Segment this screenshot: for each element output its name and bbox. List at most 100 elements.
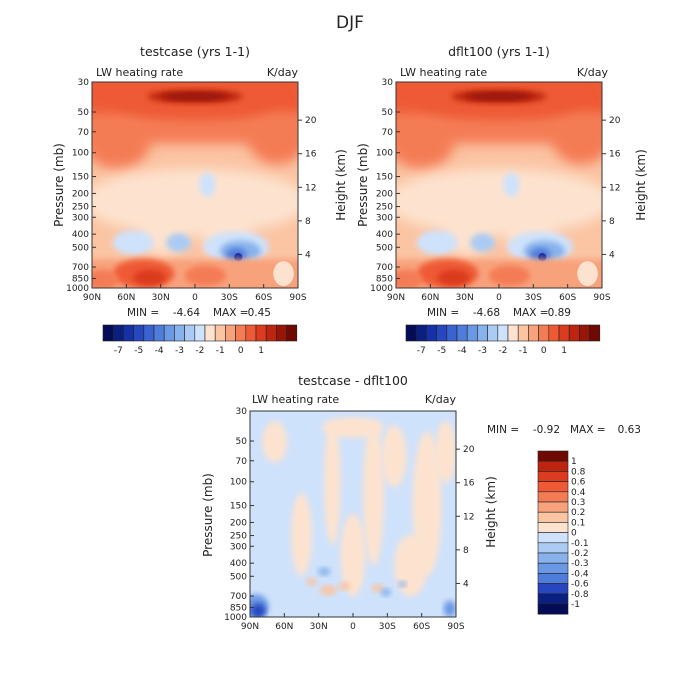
- contour-region: [92, 168, 298, 235]
- colorbar-label: -7: [417, 346, 426, 356]
- x-tick-label: 60S: [559, 293, 576, 303]
- colorbar-label: -3: [175, 346, 184, 356]
- colorbar-box: [537, 562, 569, 574]
- colorbar-label: 0.6: [571, 478, 586, 488]
- axes: 90N 60N 30N 0 30S 60S 90S 30 50 70 100 150 200 250300…: [224, 407, 475, 632]
- x-tick-label: 90S: [447, 622, 464, 632]
- contour-region: [412, 431, 442, 576]
- colorbar-box: [255, 324, 267, 342]
- contour-region: [396, 119, 454, 169]
- contour-field: [396, 82, 602, 288]
- contour-region: [435, 421, 456, 484]
- colorbar-label: 0.1: [571, 518, 585, 528]
- colorbar-box: [537, 573, 569, 584]
- y-tick-label: 300: [376, 213, 393, 223]
- colorbar-box: [405, 324, 417, 342]
- colorbar-box: [276, 324, 287, 342]
- x-tick-label: 30S: [221, 293, 238, 303]
- y-tick-label: 30: [236, 407, 248, 417]
- colorbar: -7 -5 -4 -3 -2 -1 0 1: [405, 324, 601, 356]
- x-tick-label: 30S: [379, 622, 396, 632]
- colorbar-label: 0: [541, 346, 547, 356]
- contour-region: [133, 269, 167, 286]
- panel-title: testcase (yrs 1-1): [140, 44, 250, 59]
- y-right-tick-label: 12: [305, 183, 316, 193]
- y-tick-label: 150: [376, 173, 393, 183]
- contour-region: [166, 233, 191, 252]
- contour-region: [340, 514, 366, 597]
- y-right-tick-label: 8: [305, 217, 311, 227]
- max-value: 0.89: [548, 307, 571, 319]
- colorbar-box: [537, 583, 569, 595]
- contour-region: [317, 567, 331, 576]
- min-label: MIN =: [487, 424, 519, 436]
- colorbar-box: [537, 603, 569, 615]
- colorbar-box: [133, 324, 145, 342]
- colorbar-label: 0: [571, 529, 577, 539]
- colorbar-box: [163, 324, 175, 342]
- y-tick-label: 200: [230, 518, 247, 528]
- y-tick-label: 50: [382, 108, 394, 118]
- y-tick-label: 1000: [66, 284, 89, 294]
- y-tick-label: 700: [230, 592, 247, 602]
- colorbar-label: -3: [478, 346, 487, 356]
- x-tick-label: 90N: [83, 293, 101, 303]
- min-label: MIN =: [127, 307, 159, 319]
- y-right-tick-label: 16: [463, 479, 475, 489]
- y-tick-label: 500: [230, 572, 247, 582]
- colorbar-box: [537, 542, 569, 554]
- max-value: 0.63: [618, 424, 641, 436]
- colorbar-box: [143, 324, 155, 342]
- y-tick-label: 300: [230, 542, 247, 552]
- x-tick-label: 90S: [289, 293, 306, 303]
- x-tick-label: 60N: [275, 622, 293, 632]
- colorbar-box: [415, 324, 427, 342]
- panel-title: testcase - dflt100: [298, 373, 408, 388]
- y-right-tick-label: 12: [609, 183, 620, 193]
- y-tick-label: 200: [72, 189, 89, 199]
- colorbar-label: -1: [519, 346, 528, 356]
- colorbar-box: [537, 522, 569, 533]
- colorbar: -7 -5 -4 -3 -2 -1 0 1: [102, 324, 298, 356]
- colorbar-box: [286, 324, 298, 342]
- left-label: LW heating rate: [96, 66, 183, 79]
- colorbar-box: [579, 324, 590, 342]
- colorbar-label: 0.4: [571, 488, 586, 498]
- y-tick-label: 200: [376, 189, 393, 199]
- colorbar-box: [537, 532, 569, 544]
- colorbar-label: 0.3: [571, 498, 585, 508]
- colorbar-box: [446, 324, 458, 342]
- contour-region: [320, 585, 337, 596]
- y-tick-label: 400: [72, 230, 89, 240]
- colorbar-label: -2: [195, 346, 204, 356]
- contour-region: [338, 581, 351, 591]
- colorbar-box: [194, 324, 206, 342]
- colorbar-box: [436, 324, 448, 342]
- colorbar-label: -0.2: [571, 549, 589, 559]
- y-tick-label: 500: [376, 243, 393, 253]
- colorbar: 10.80.60.40.30.20.10-0.1-0.2-0.3-0.4-0.6…: [537, 450, 589, 615]
- colorbar-label: -0.3: [571, 559, 589, 569]
- colorbar-box: [466, 324, 478, 342]
- units-label: K/day: [577, 66, 609, 79]
- panel-title: dflt100 (yrs 1-1): [448, 44, 550, 59]
- contour-region: [371, 584, 384, 593]
- x-tick-label: 90N: [241, 622, 259, 632]
- panel-dflt100: dflt100 (yrs 1-1) LW heating rate K/day …: [356, 44, 648, 356]
- y-right-tick-label: 4: [463, 579, 469, 589]
- contour-region: [443, 600, 456, 617]
- y-tick-label: 400: [230, 559, 247, 569]
- y-right-tick-label: 16: [609, 150, 621, 160]
- y-tick-label: 1000: [224, 613, 247, 623]
- x-tick-label: 0: [496, 293, 502, 303]
- colorbar-label: -7: [114, 346, 123, 356]
- y-right-tick-label: 20: [609, 116, 621, 126]
- colorbar-box: [497, 324, 509, 342]
- colorbar-label: -4: [458, 346, 467, 356]
- contour-region: [251, 603, 266, 617]
- contour-region: [381, 425, 407, 488]
- colorbar-box: [517, 324, 529, 342]
- y-tick-label: 30: [382, 78, 394, 88]
- contour-region: [324, 421, 341, 545]
